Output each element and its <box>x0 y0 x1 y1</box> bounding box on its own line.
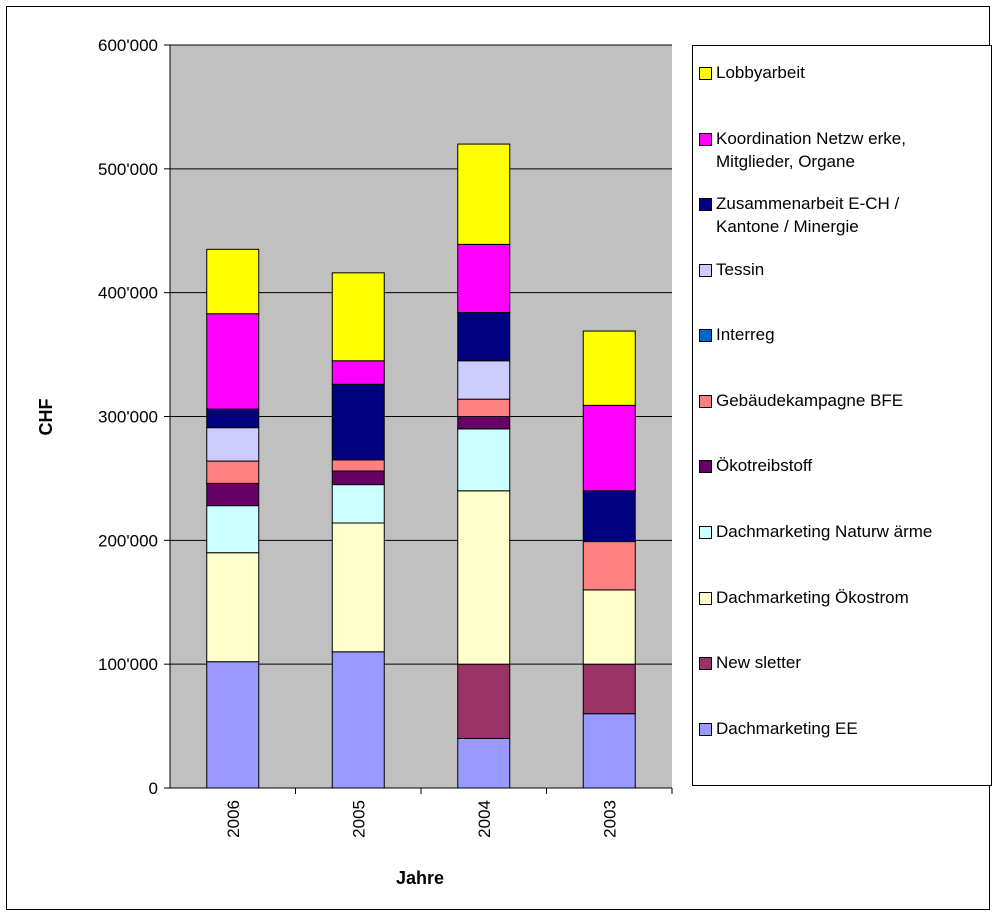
bar-segment <box>582 541 636 591</box>
bar-segment <box>206 460 260 484</box>
legend-label: Koordination Netzw erke, Mitglieder, Orga… <box>716 129 906 171</box>
bar-segment <box>206 482 260 507</box>
bar-segment <box>457 360 511 400</box>
legend-swatch <box>699 592 712 605</box>
legend-item: Ökotreibstoff <box>699 454 993 477</box>
bar-segment <box>457 398 511 417</box>
bar-segment <box>457 663 511 739</box>
legend-swatch <box>699 67 712 80</box>
bar-segment <box>206 408 260 429</box>
legend-label: Dachmarketing Naturw ärme <box>716 522 933 541</box>
bar-segment <box>457 737 511 789</box>
legend-label: Ökotreibstoff <box>716 456 813 475</box>
x-tick-labels: 2006 2005 2004 2003 <box>224 800 620 838</box>
bar-segment <box>457 243 511 313</box>
bar-segment <box>206 248 260 315</box>
x-axis-title: Jahre <box>396 868 444 888</box>
bar-segment <box>331 484 385 524</box>
bar-segment <box>331 459 385 472</box>
x-tick-label: 2006 <box>224 800 243 838</box>
x-tick-label: 2005 <box>349 800 368 838</box>
legend-item: Dachmarketing EE <box>699 717 993 740</box>
legend-item: Lobbyarbeit <box>699 61 993 84</box>
bar-segment <box>457 428 511 492</box>
y-tick-label: 500'000 <box>98 160 158 179</box>
bar-segment <box>206 313 260 410</box>
legend-item: Zusammenarbeit E-CH / Kantone / Minergie <box>699 192 993 238</box>
bar-segment <box>331 522 385 653</box>
bar-stack-2005 <box>331 272 385 789</box>
bar-stack-2006 <box>206 248 260 789</box>
legend-label: Tessin <box>716 260 765 279</box>
bar-segment <box>582 330 636 406</box>
legend-swatch <box>699 133 712 146</box>
bar-segment <box>582 663 636 715</box>
bar-stack-2003 <box>582 330 636 789</box>
bar-segment <box>582 589 636 665</box>
x-tick-label: 2004 <box>475 800 494 838</box>
legend-label: Zusammenarbeit E-CH / Kantone / Minergie <box>716 194 900 236</box>
y-tick-label: 600'000 <box>98 36 158 55</box>
legend-swatch <box>699 329 712 342</box>
bar-segment <box>331 383 385 461</box>
bar-segment <box>457 311 511 362</box>
y-tick-label: 400'000 <box>98 284 158 303</box>
legend-item: Koordination Netzw erke, Mitglieder, Orga… <box>699 127 993 173</box>
legend-item: Dachmarketing Naturw ärme <box>699 520 993 543</box>
legend-swatch <box>699 264 712 277</box>
y-tick-label: 200'000 <box>98 531 158 550</box>
bar-segment <box>331 360 385 385</box>
legend-swatch <box>699 198 712 211</box>
y-tick-label: 300'000 <box>98 408 158 427</box>
bar-segment <box>206 661 260 789</box>
legend-item: Dachmarketing Ökostrom <box>699 586 993 609</box>
x-tick-label: 2003 <box>600 800 619 838</box>
y-tick-label: 0 <box>149 779 158 798</box>
legend-label: Interreg <box>716 325 775 344</box>
legend-swatch <box>699 460 712 473</box>
axes <box>164 44 673 794</box>
bar-segment <box>206 427 260 462</box>
legend-label: New sletter <box>716 653 802 672</box>
legend: Lobbyarbeit Koordination Netzw erke, Mitgl… <box>692 45 992 786</box>
bar-segment <box>582 713 636 789</box>
bar-segment <box>582 404 636 492</box>
y-tick-label: 100'000 <box>98 655 158 674</box>
legend-label: Gebäudekampagne BFE <box>716 391 904 410</box>
bar-segment <box>206 505 260 554</box>
legend-swatch <box>699 657 712 670</box>
legend-label: Lobbyarbeit <box>716 63 805 82</box>
bar-segment <box>457 416 511 430</box>
bar-segment <box>457 143 511 245</box>
legend-label: Dachmarketing Ökostrom <box>716 588 909 607</box>
bar-segment <box>331 470 385 486</box>
bar-segment <box>457 490 511 665</box>
legend-item: Tessin <box>699 258 993 281</box>
legend-swatch <box>699 723 712 736</box>
bar-segment <box>206 552 260 663</box>
bar-stack-2004 <box>457 143 511 789</box>
legend-item: New sletter <box>699 651 993 674</box>
legend-swatch <box>699 395 712 408</box>
bar-segment <box>331 651 385 789</box>
legend-item: Interreg <box>699 323 993 346</box>
legend-item: Gebäudekampagne BFE <box>699 389 993 412</box>
bars <box>206 143 636 789</box>
legend-swatch <box>699 526 712 539</box>
y-tick-labels: 0 100'000 200'000 300'000 400'000 500'000 600'… <box>98 36 158 798</box>
legend-label: Dachmarketing EE <box>716 719 858 738</box>
y-axis-title: CHF <box>36 399 56 436</box>
bar-segment <box>331 272 385 362</box>
bar-segment <box>582 490 636 543</box>
